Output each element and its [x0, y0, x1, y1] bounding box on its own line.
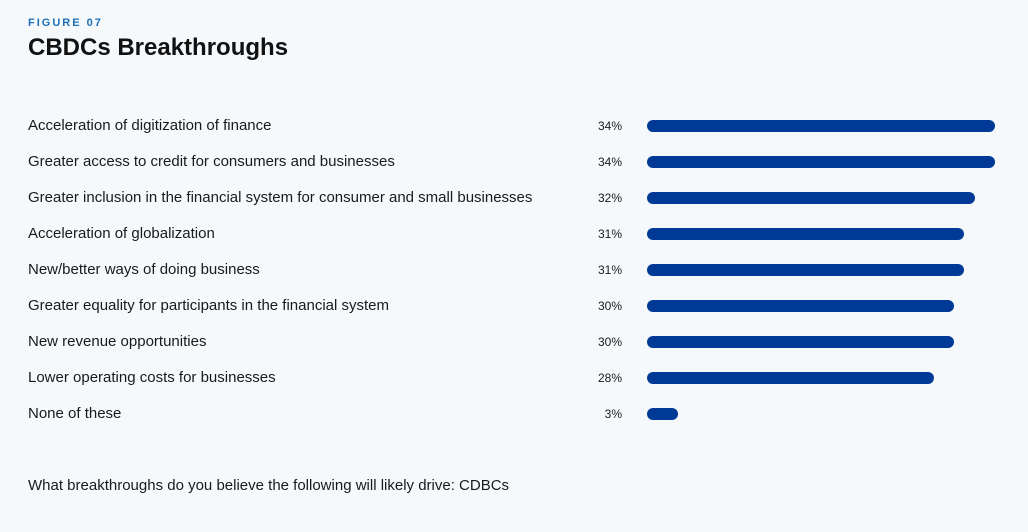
bar-row: New revenue opportunities 30% — [0, 324, 1028, 360]
bar-track — [647, 300, 995, 312]
value-label: 28% — [597, 371, 622, 385]
bar-track — [647, 336, 995, 348]
bar-track — [647, 264, 995, 276]
chart-title: CBDCs Breakthroughs — [28, 34, 289, 61]
category-label: Greater inclusion in the financial syste… — [28, 189, 533, 206]
category-label: New revenue opportunities — [28, 333, 207, 350]
bar-chart: Acceleration of digitization of finance 3… — [0, 108, 1028, 432]
value-label: 30% — [597, 299, 622, 313]
value-label: 34% — [597, 119, 622, 133]
bar-row: New/better ways of doing business 31% — [0, 252, 1028, 288]
chart-footnote: What breakthroughs do you believe the fo… — [28, 477, 510, 494]
bar-row: Acceleration of globalization 31% — [0, 216, 1028, 252]
category-label: Acceleration of digitization of finance — [28, 117, 272, 134]
bar-row: Greater access to credit for consumers a… — [0, 144, 1028, 180]
bar — [647, 408, 678, 420]
bar-track — [647, 156, 995, 168]
bar-track — [647, 408, 995, 420]
value-label: 32% — [597, 191, 622, 205]
bar — [647, 228, 965, 240]
bar-track — [647, 120, 995, 132]
value-label: 3% — [604, 407, 622, 421]
value-label: 31% — [597, 227, 622, 241]
category-label: Greater equality for participants in the… — [28, 297, 390, 314]
category-label: Greater access to credit for consumers a… — [28, 153, 395, 170]
bar-track — [647, 192, 995, 204]
bar — [647, 192, 975, 204]
bar — [647, 264, 965, 276]
bar-row: Acceleration of digitization of finance 3… — [0, 108, 1028, 144]
category-label: Acceleration of globalization — [28, 225, 215, 242]
bar — [647, 156, 995, 168]
value-label: 30% — [597, 335, 622, 349]
bar-row: None of these 3% — [0, 396, 1028, 432]
value-label: 34% — [597, 155, 622, 169]
bar — [647, 300, 955, 312]
value-label: 31% — [597, 263, 622, 277]
category-label: New/better ways of doing business — [28, 261, 260, 278]
bar — [647, 336, 955, 348]
bar — [647, 372, 934, 384]
bar — [647, 120, 995, 132]
category-label: None of these — [28, 405, 122, 422]
category-label: Lower operating costs for businesses — [28, 369, 276, 386]
bar-track — [647, 372, 995, 384]
bar-row: Lower operating costs for businesses 28% — [0, 360, 1028, 396]
bar-row: Greater inclusion in the financial syste… — [0, 180, 1028, 216]
bar-row: Greater equality for participants in the… — [0, 288, 1028, 324]
figure-label: FIGURE 07 — [28, 17, 103, 29]
bar-track — [647, 228, 995, 240]
